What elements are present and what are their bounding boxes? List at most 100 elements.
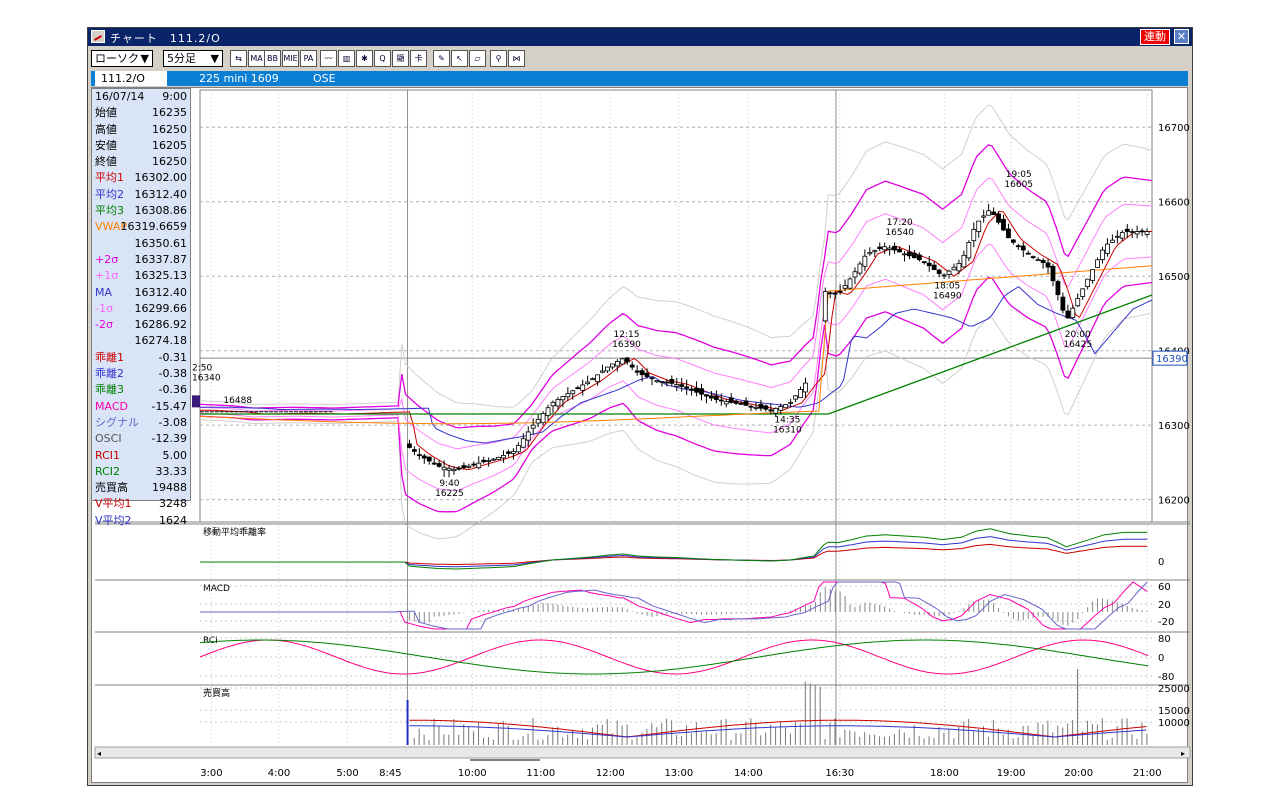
time-tick-label: 10:00 <box>458 768 487 779</box>
annotation-value: 16340 <box>192 373 221 383</box>
annotation-value: 16310 <box>773 426 802 436</box>
candle <box>956 262 962 272</box>
candle <box>709 395 714 399</box>
candle <box>1139 230 1145 233</box>
interval-select[interactable]: 5分足 ▼ <box>163 50 223 67</box>
candle <box>451 468 457 472</box>
candle <box>1114 235 1120 238</box>
panel-label: OSCI <box>95 432 122 446</box>
macd-line <box>200 581 1148 630</box>
compare-icon[interactable]: ⇆ <box>230 50 247 67</box>
bb-3sigma-upper <box>199 104 1153 408</box>
candle <box>1050 265 1056 282</box>
panel-row: +2σ 16337.87 <box>92 252 190 268</box>
panel-row: OSCI -12.39 <box>92 431 190 447</box>
indicator-title: 売買高 <box>203 687 230 699</box>
panel-value: 16312.40 <box>134 285 188 299</box>
bb-2sigma-lower <box>199 276 1153 513</box>
scroll-left-icon[interactable]: ◂ <box>97 749 101 758</box>
candle <box>941 274 947 277</box>
candle <box>535 418 541 424</box>
candle <box>1025 252 1031 255</box>
candle-icon[interactable]: 卡 <box>410 50 427 67</box>
settings-icon[interactable]: ✱ <box>356 50 373 67</box>
candle <box>585 381 591 385</box>
panel-value: 33.33 <box>155 464 188 478</box>
panel-value: 3248 <box>159 497 187 511</box>
candle <box>619 358 625 365</box>
candle <box>461 465 467 469</box>
candle <box>902 253 907 256</box>
bar-chart-icon[interactable]: ▥ <box>338 50 355 67</box>
bb-button[interactable]: BB <box>264 50 281 67</box>
candle <box>1134 231 1140 235</box>
zoom-icon[interactable]: Q <box>374 50 391 67</box>
annotation-value: 16540 <box>885 228 914 238</box>
candle <box>515 445 521 453</box>
pa-button[interactable]: PA <box>300 50 317 67</box>
chart-area[interactable] <box>91 87 1188 783</box>
candle <box>510 451 516 454</box>
display-icon[interactable]: 顯 <box>392 50 409 67</box>
panel-label: -2σ <box>95 318 113 332</box>
candle <box>822 291 828 322</box>
candle <box>1006 228 1011 239</box>
ma-button[interactable]: MA <box>248 50 265 67</box>
close-button[interactable]: ✕ <box>1174 29 1189 44</box>
candle <box>897 248 902 253</box>
panel-label: MA <box>95 285 113 299</box>
panel-row: 始値 16235 <box>92 105 190 121</box>
candle <box>788 401 794 404</box>
interval-value: 5分足 <box>167 52 196 65</box>
panel-value: -0.38 <box>158 367 187 381</box>
vwap-line <box>199 265 1153 425</box>
title-bar[interactable]: チャート 111.2/O 連動 ✕ <box>88 28 1192 46</box>
candle <box>971 229 977 242</box>
panel-row: RCI2 33.33 <box>92 464 190 480</box>
panel-row: RCI1 5.00 <box>92 448 190 464</box>
candle <box>501 455 506 459</box>
candle <box>916 254 922 261</box>
candle <box>1020 245 1026 251</box>
panel-row: V平均2 1624 <box>92 513 190 529</box>
price-tick-label: 16700 <box>1158 123 1190 134</box>
cursor-icon[interactable]: ↖ <box>451 50 468 67</box>
mhe-button[interactable]: MIE <box>282 50 299 67</box>
candle <box>669 379 675 384</box>
candle <box>803 382 808 393</box>
panel-label: RCI2 <box>95 464 121 478</box>
candle <box>936 269 942 274</box>
fibonacci-icon[interactable]: ⋈ <box>508 50 525 67</box>
scroll-right-icon[interactable]: ▸ <box>1181 749 1185 758</box>
line-chart-icon[interactable]: 〰 <box>320 50 337 67</box>
instrument-code[interactable]: 111.2/O <box>95 71 167 86</box>
panel-label: MACD <box>95 399 128 413</box>
candle <box>1035 259 1041 262</box>
eraser-icon[interactable]: ▱ <box>469 50 486 67</box>
link-button[interactable]: 連動 <box>1140 29 1170 45</box>
pen-icon[interactable]: ✎ <box>433 50 450 67</box>
candle <box>704 394 709 397</box>
candle <box>431 462 437 465</box>
panel-value: 19488 <box>152 481 187 495</box>
candle <box>614 361 620 367</box>
panel-value: 16308.86 <box>134 204 188 218</box>
candle <box>1105 243 1110 254</box>
panel-value: 16286.92 <box>134 318 188 332</box>
panel-value: 1624 <box>159 513 187 527</box>
annotation-value: 16490 <box>933 292 962 302</box>
deviation-line <box>200 543 1148 566</box>
annotation-time: 2:50 <box>192 363 212 373</box>
panel-date: 16/07/14 <box>95 90 145 103</box>
price-tick-label: 16500 <box>1158 272 1190 283</box>
panel-row: 16350.61 <box>92 236 190 252</box>
candle <box>1085 278 1091 287</box>
search-icon[interactable]: ⚲ <box>490 50 507 67</box>
candle <box>758 403 764 409</box>
value-panel: 16/07/14 9:00 始値 16235 高値 16250 安値 16205 終値 162… <box>91 88 191 527</box>
time-tick-label: 18:00 <box>930 768 959 779</box>
candle <box>520 438 526 448</box>
chart-type-select[interactable]: ローソク ▼ <box>91 50 153 67</box>
candle <box>1045 262 1051 268</box>
